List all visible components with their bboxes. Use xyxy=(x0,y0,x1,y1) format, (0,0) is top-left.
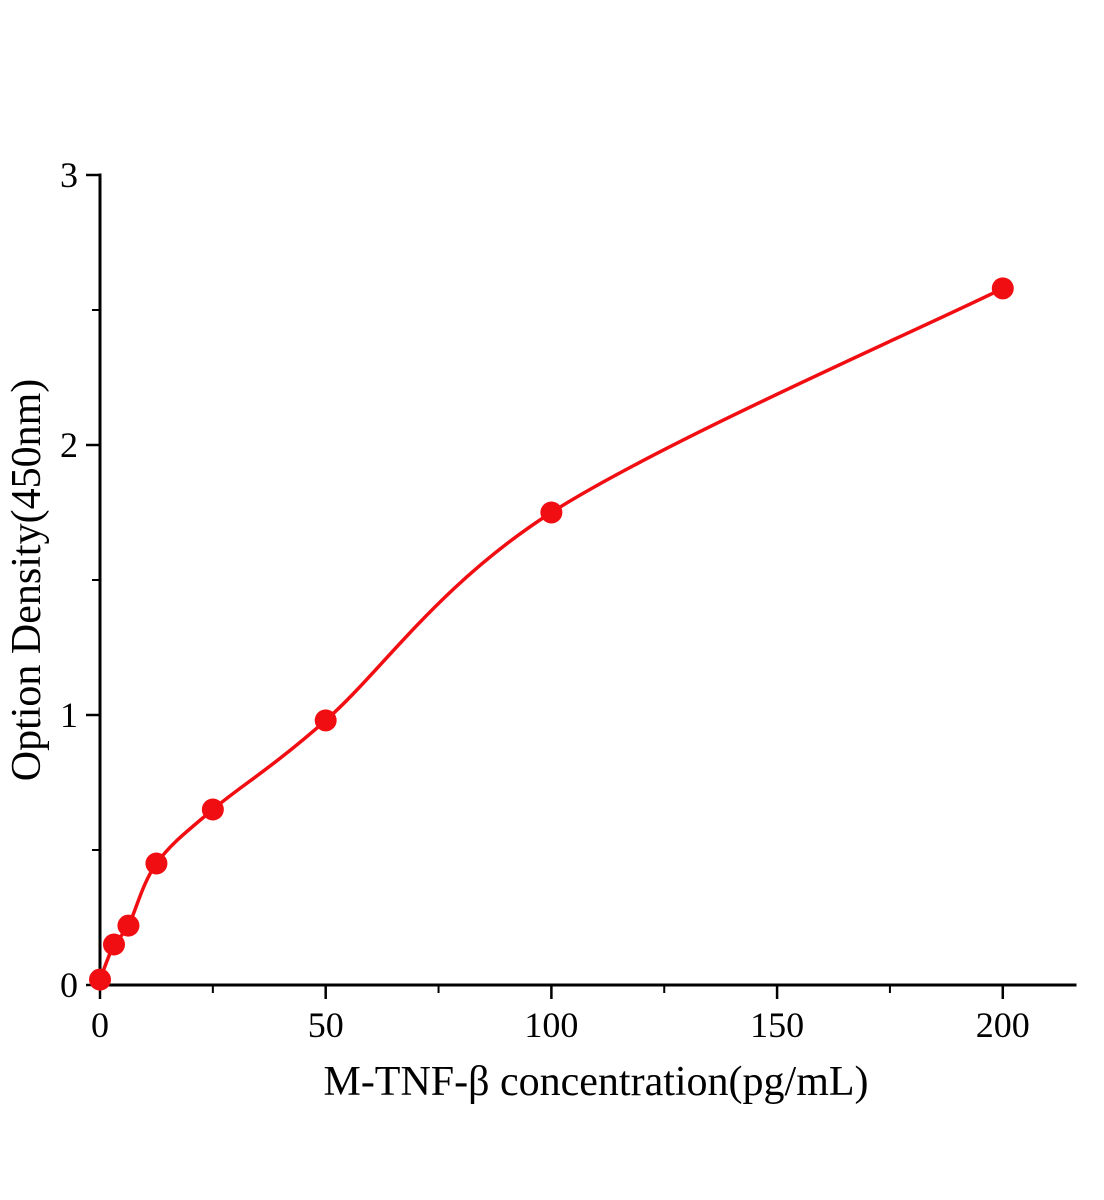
y-tick-label: 3 xyxy=(60,155,78,195)
y-tick-label: 2 xyxy=(60,425,78,465)
data-point xyxy=(314,709,337,732)
x-axis-title: M-TNF-β concentration(pg/mL) xyxy=(323,1059,868,1105)
data-point xyxy=(102,933,125,956)
x-tick-label: 50 xyxy=(308,1005,344,1045)
y-tick-label: 0 xyxy=(60,965,78,1005)
x-tick-label: 100 xyxy=(524,1005,578,1045)
x-tick-label: 150 xyxy=(750,1005,804,1045)
data-point xyxy=(540,501,563,524)
data-point xyxy=(145,852,168,875)
data-point xyxy=(117,914,140,937)
y-tick-label: 1 xyxy=(60,695,78,735)
data-point xyxy=(991,277,1014,300)
data-point xyxy=(89,968,111,991)
series-layer xyxy=(89,277,1014,991)
fit-curve xyxy=(98,286,1005,982)
x-tick-label: 200 xyxy=(976,1005,1030,1045)
data-point xyxy=(201,798,224,821)
x-tick-label: 0 xyxy=(91,1005,109,1045)
axes-layer: 0 50 100 150 200 0 1 2 3 xyxy=(60,155,1077,1045)
y-axis-title: Option Density(450nm) xyxy=(4,379,50,781)
